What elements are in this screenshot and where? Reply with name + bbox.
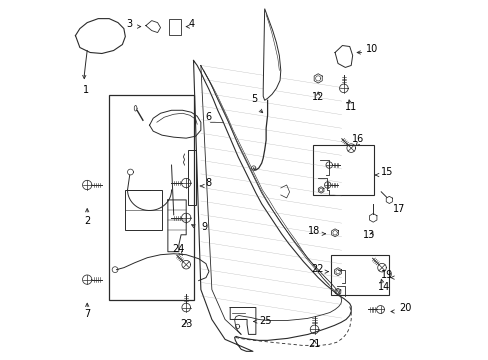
Text: 4: 4 bbox=[188, 19, 194, 28]
Text: 15: 15 bbox=[380, 167, 392, 177]
Text: 11: 11 bbox=[345, 102, 357, 112]
Text: 5: 5 bbox=[251, 94, 257, 104]
Text: 17: 17 bbox=[392, 204, 404, 214]
Text: 19: 19 bbox=[380, 270, 392, 280]
Text: 23: 23 bbox=[180, 319, 192, 329]
Bar bbox=[109, 95, 193, 300]
Bar bbox=[169, 19, 181, 35]
Text: 2: 2 bbox=[84, 216, 90, 226]
Text: 8: 8 bbox=[205, 178, 211, 188]
Bar bbox=[188, 150, 195, 205]
Bar bbox=[125, 190, 162, 230]
Text: 24: 24 bbox=[172, 244, 184, 254]
Text: 7: 7 bbox=[84, 310, 90, 319]
Text: 12: 12 bbox=[311, 92, 324, 102]
Text: 20: 20 bbox=[398, 303, 410, 314]
Text: 10: 10 bbox=[365, 45, 377, 54]
Bar bbox=[330, 255, 388, 294]
Text: 16: 16 bbox=[352, 134, 364, 144]
Text: 13: 13 bbox=[363, 230, 375, 240]
Text: 3: 3 bbox=[126, 19, 133, 28]
Text: 21: 21 bbox=[308, 339, 320, 349]
Bar bbox=[312, 145, 373, 195]
Text: 9: 9 bbox=[201, 222, 207, 232]
Text: 22: 22 bbox=[310, 264, 323, 274]
Text: 6: 6 bbox=[205, 112, 211, 122]
Polygon shape bbox=[263, 9, 280, 100]
Text: 14: 14 bbox=[377, 282, 389, 292]
Text: 25: 25 bbox=[259, 316, 271, 327]
Text: 1: 1 bbox=[82, 85, 89, 95]
Text: 18: 18 bbox=[307, 226, 320, 236]
